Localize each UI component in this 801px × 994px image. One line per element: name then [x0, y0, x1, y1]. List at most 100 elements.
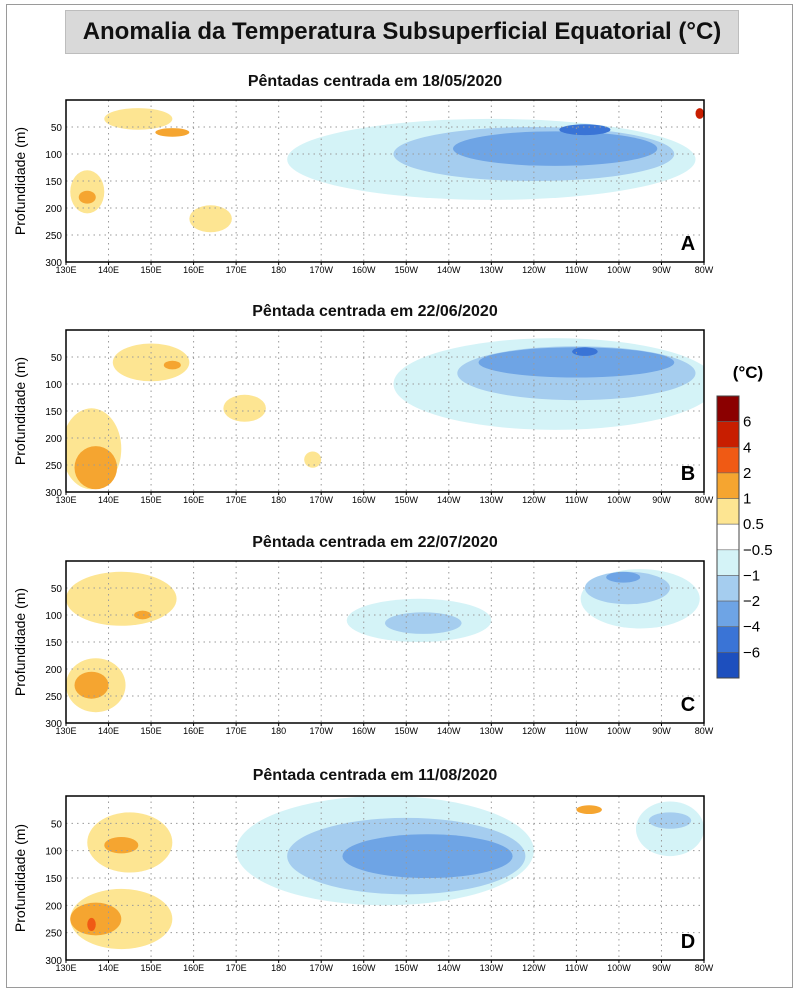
x-tick-label: 110W: [565, 963, 588, 973]
y-tick-label: 50: [51, 584, 63, 595]
x-tick-label: 100W: [607, 726, 631, 736]
y-tick-label: 250: [45, 692, 62, 703]
x-tick-label: 80W: [695, 495, 714, 505]
x-tick-label: 110W: [565, 726, 588, 736]
y-tick-label: 50: [51, 123, 63, 134]
x-tick-label: 110W: [565, 495, 588, 505]
x-tick-label: 150E: [141, 726, 162, 736]
main-title: Anomalia da Temperatura Subsuperficial E…: [65, 10, 739, 54]
x-tick-label: 120W: [522, 963, 546, 973]
y-tick-label: 100: [45, 611, 62, 622]
x-tick-label: 150W: [395, 495, 419, 505]
x-tick-label: 120W: [522, 726, 546, 736]
x-tick-label: 160W: [352, 265, 376, 275]
x-tick-label: 140E: [98, 495, 119, 505]
x-tick-label: 100W: [607, 495, 631, 505]
anomaly-region: [635, 801, 704, 857]
y-tick-label: 250: [45, 461, 62, 472]
grid: [66, 330, 704, 492]
anomaly-region: [572, 347, 598, 356]
anomaly-region: [87, 917, 96, 932]
legend-swatch: [716, 421, 740, 448]
x-tick-label: 150W: [395, 265, 419, 275]
legend-label: 6: [743, 414, 751, 431]
anomaly-region: [576, 805, 602, 815]
y-tick-label: 300: [45, 719, 62, 730]
anomaly-region: [385, 612, 462, 634]
legend-label: 1: [743, 491, 751, 508]
y-tick-label: 250: [45, 929, 62, 940]
legend-label: 0.5: [743, 516, 764, 533]
x-tick-label: 120W: [522, 495, 546, 505]
x-tick-label: 130E: [55, 963, 76, 973]
x-tick-label: 180: [271, 963, 286, 973]
x-tick-label: 140E: [98, 726, 119, 736]
x-tick-label: 130E: [55, 265, 76, 275]
y-tick-label: 150: [45, 874, 62, 885]
x-tick-label: 170E: [226, 495, 247, 505]
x-tick-label: 140W: [437, 495, 461, 505]
x-tick-label: 160W: [352, 963, 376, 973]
x-tick-label: 180: [271, 265, 286, 275]
anomaly-region: [70, 902, 122, 936]
x-tick-label: 90W: [652, 963, 671, 973]
panel-d: 130E 140E 150E 160E 170E 180 170W 160W 150W 140W 1…: [12, 795, 714, 973]
anomaly-region: [155, 128, 190, 137]
legend-swatch: [716, 626, 740, 653]
x-tick-label: 120W: [522, 265, 546, 275]
panel-b: 130E 140E 150E 160E 170E 180 170W 160W 150W 140W 1…: [12, 329, 714, 505]
x-tick-label: 170W: [309, 963, 333, 973]
anomaly-region: [134, 610, 152, 620]
x-tick-label: 170W: [309, 495, 333, 505]
panel-letter: C: [681, 694, 695, 716]
x-tick-label: 80W: [695, 726, 714, 736]
anomaly-region: [74, 671, 109, 699]
y-tick-label: 100: [45, 380, 62, 391]
y-tick-label: 50: [51, 353, 63, 364]
x-tick-label: 80W: [695, 265, 714, 275]
grid: [66, 100, 704, 262]
plot-frame: [65, 560, 705, 724]
anomaly-region: [223, 394, 266, 422]
panel-letter: A: [681, 233, 695, 255]
x-tick-label: 150E: [141, 963, 162, 973]
legend-label: −1: [743, 567, 760, 584]
x-tick-label: 80W: [695, 963, 714, 973]
legend-label: −4: [743, 619, 760, 636]
x-tick-label: 150E: [141, 495, 162, 505]
x-tick-label: 140E: [98, 963, 119, 973]
legend-swatch: [716, 652, 740, 679]
x-tick-label: 130W: [480, 495, 504, 505]
legend-swatch: [716, 575, 740, 602]
legend-swatch: [716, 395, 740, 422]
y-axis-label: Profundidade (m): [12, 824, 28, 932]
anomaly-fields: [66, 338, 704, 490]
x-tick-label: 160E: [183, 265, 204, 275]
plot-frame: [65, 795, 705, 961]
y-tick-label: 150: [45, 638, 62, 649]
panel-b-title: Pêntada centrada em 22/06/2020: [252, 303, 498, 320]
x-tick-label: 180: [271, 726, 286, 736]
x-tick-label: 150W: [395, 963, 419, 973]
y-tick-label: 200: [45, 434, 62, 445]
x-tick-label: 160E: [183, 495, 204, 505]
anomaly-region: [606, 571, 641, 583]
x-tick-label: 170W: [309, 726, 333, 736]
x-tick-label: 180: [271, 495, 286, 505]
anomaly-region: [478, 347, 675, 378]
legend-swatch: [716, 446, 740, 474]
color-legend: (°C) 6 4 2 1 0.5 −0.5 −1 −2 −4 −6: [716, 363, 773, 679]
x-tick-label: 130E: [55, 726, 76, 736]
panel-letter: D: [681, 931, 695, 953]
y-tick-label: 100: [45, 847, 62, 858]
y-tick-label: 200: [45, 665, 62, 676]
y-tick-label: 300: [45, 258, 62, 269]
legend-label: −2: [743, 593, 760, 610]
anomaly-region: [66, 571, 177, 626]
x-tick-label: 140W: [437, 265, 461, 275]
legend-swatch: [716, 523, 740, 551]
anomaly-region: [695, 108, 704, 119]
anomaly-region: [104, 837, 139, 854]
anomaly-region: [74, 446, 118, 490]
